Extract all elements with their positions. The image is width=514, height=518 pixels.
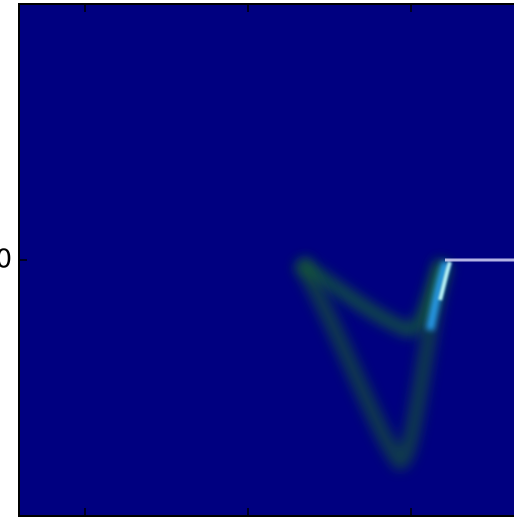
image-feature (426, 260, 450, 331)
y-tick-label: 0 (0, 245, 12, 275)
image-feature (293, 257, 453, 471)
image (20, 5, 514, 515)
image-feature (438, 261, 452, 301)
tick-marks (84, 4, 412, 516)
